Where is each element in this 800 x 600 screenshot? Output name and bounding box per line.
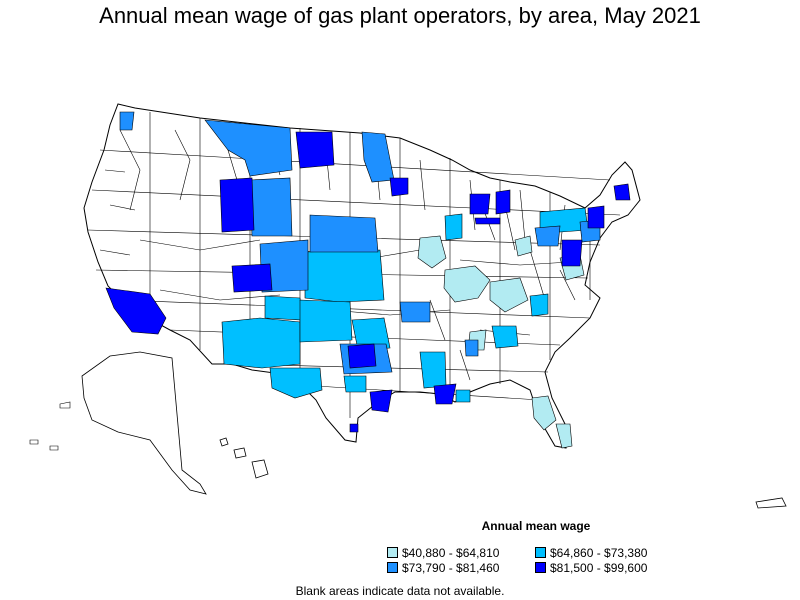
legend-item-tier2: $64,860 - $73,380 (535, 546, 647, 560)
puerto-rico-outline (755, 497, 787, 509)
footnote: Blank areas indicate data not available. (295, 584, 505, 598)
tier2-areas (221, 207, 589, 403)
hawaii-outline (219, 437, 269, 479)
legend-swatch-tier1 (387, 547, 398, 558)
alaska-islands (29, 401, 71, 451)
legend-swatch-tier3 (387, 562, 398, 573)
legend-item-tier3: $73,790 - $81,460 (387, 561, 499, 575)
legend-title: Annual mean wage (481, 519, 591, 533)
tier4-areas (105, 131, 631, 433)
alaska-outline (81, 351, 207, 495)
legend-label-tier1: $40,880 - $64,810 (402, 546, 500, 560)
legend-label-tier4: $81,500 - $99,600 (550, 561, 648, 575)
legend-item-tier1: $40,880 - $64,810 (387, 546, 499, 560)
legend-label-tier3: $73,790 - $81,460 (402, 561, 500, 575)
map-title: Annual mean wage of gas plant operators,… (99, 3, 701, 28)
legend-swatch-tier2 (535, 547, 546, 558)
legend-item-tier4: $81,500 - $99,600 (535, 561, 647, 575)
legend-label-tier2: $64,860 - $73,380 (550, 546, 648, 560)
legend-swatch-tier4 (535, 562, 546, 573)
